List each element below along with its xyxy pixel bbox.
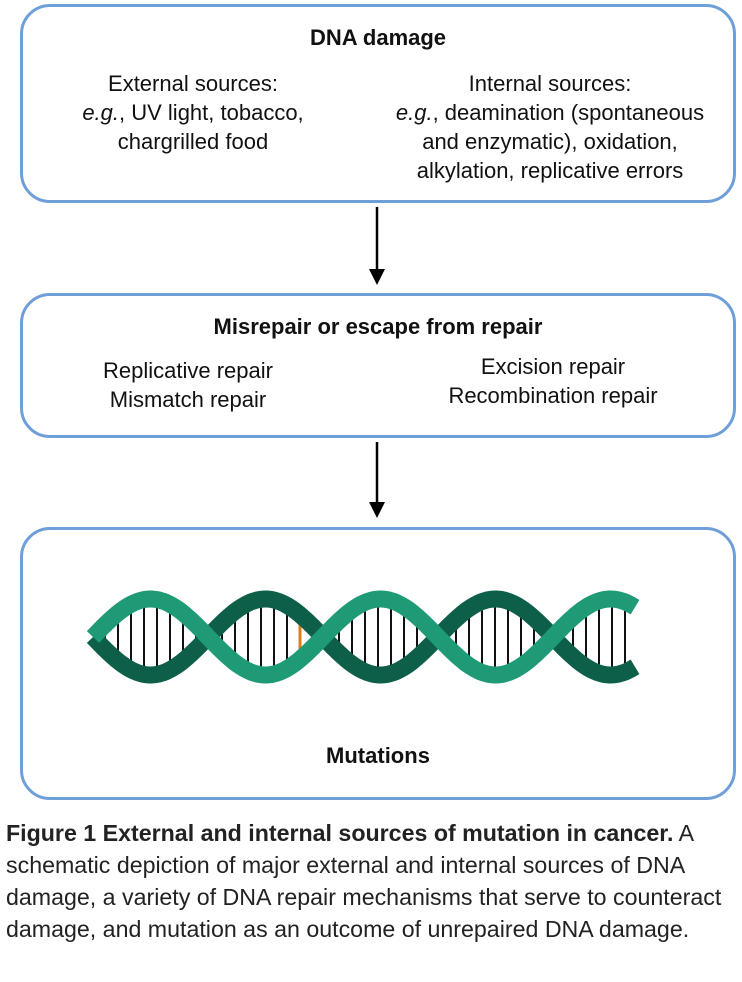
repair-right-block: Excision repair Recombination repair bbox=[403, 352, 703, 410]
misrepair-box: Misrepair or escape from repair Replicat… bbox=[20, 293, 736, 438]
mutations-title: Mutations bbox=[326, 743, 430, 768]
external-sources-heading: External sources: bbox=[108, 71, 278, 96]
mismatch-repair-label: Mismatch repair bbox=[109, 387, 267, 412]
dna-double-helix-illustration bbox=[86, 590, 640, 684]
figure-caption-text: A schematic depiction of major external … bbox=[6, 820, 722, 942]
figure-caption-label: Figure 1 External and internal sources o… bbox=[6, 820, 674, 846]
external-sources-line1: e.g., UV light, tobacco, bbox=[43, 98, 343, 127]
internal-eg: e.g. bbox=[395, 100, 433, 125]
dna-strand-front bbox=[86, 590, 640, 684]
internal-sources-heading: Internal sources: bbox=[468, 71, 632, 96]
external-eg: e.g. bbox=[82, 100, 120, 125]
figure-caption: Figure 1 External and internal sources o… bbox=[6, 817, 738, 945]
base-pair-rungs bbox=[104, 607, 626, 667]
arrow-repair-to-mutations bbox=[369, 442, 385, 518]
external-sources-block: External sources: e.g., UV light, tobacc… bbox=[43, 69, 343, 156]
internal-sources-block: Internal sources: e.g., deamination (spo… bbox=[375, 69, 725, 185]
excision-repair-label: Excision repair bbox=[480, 354, 626, 379]
dna-damage-box: DNA damage External sources: e.g., UV li… bbox=[20, 4, 736, 203]
internal-sources-line1: e.g., deamination (spontaneous bbox=[375, 98, 725, 127]
external-line1-rest: , UV light, tobacco, bbox=[119, 100, 304, 125]
repair-left-block: Replicative repair Mismatch repair bbox=[43, 356, 333, 414]
internal-sources-line3: alkylation, replicative errors bbox=[416, 158, 684, 183]
mutations-box: Mutations bbox=[20, 527, 736, 800]
internal-sources-line2: and enzymatic), oxidation, bbox=[422, 129, 678, 154]
arrow-damage-to-repair bbox=[369, 207, 385, 285]
dna-strand-back bbox=[86, 590, 640, 684]
internal-line1-rest: , deamination (spontaneous bbox=[432, 100, 705, 125]
external-sources-line2: chargrilled food bbox=[117, 129, 269, 154]
replicative-repair-label: Replicative repair bbox=[103, 358, 273, 383]
dna-damage-title: DNA damage bbox=[309, 25, 447, 50]
recombination-repair-label: Recombination repair bbox=[448, 383, 658, 408]
misrepair-title: Misrepair or escape from repair bbox=[213, 314, 543, 339]
